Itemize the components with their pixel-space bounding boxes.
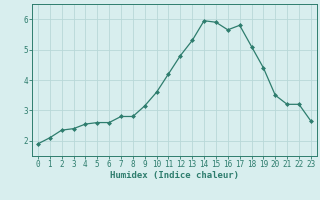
X-axis label: Humidex (Indice chaleur): Humidex (Indice chaleur): [110, 171, 239, 180]
